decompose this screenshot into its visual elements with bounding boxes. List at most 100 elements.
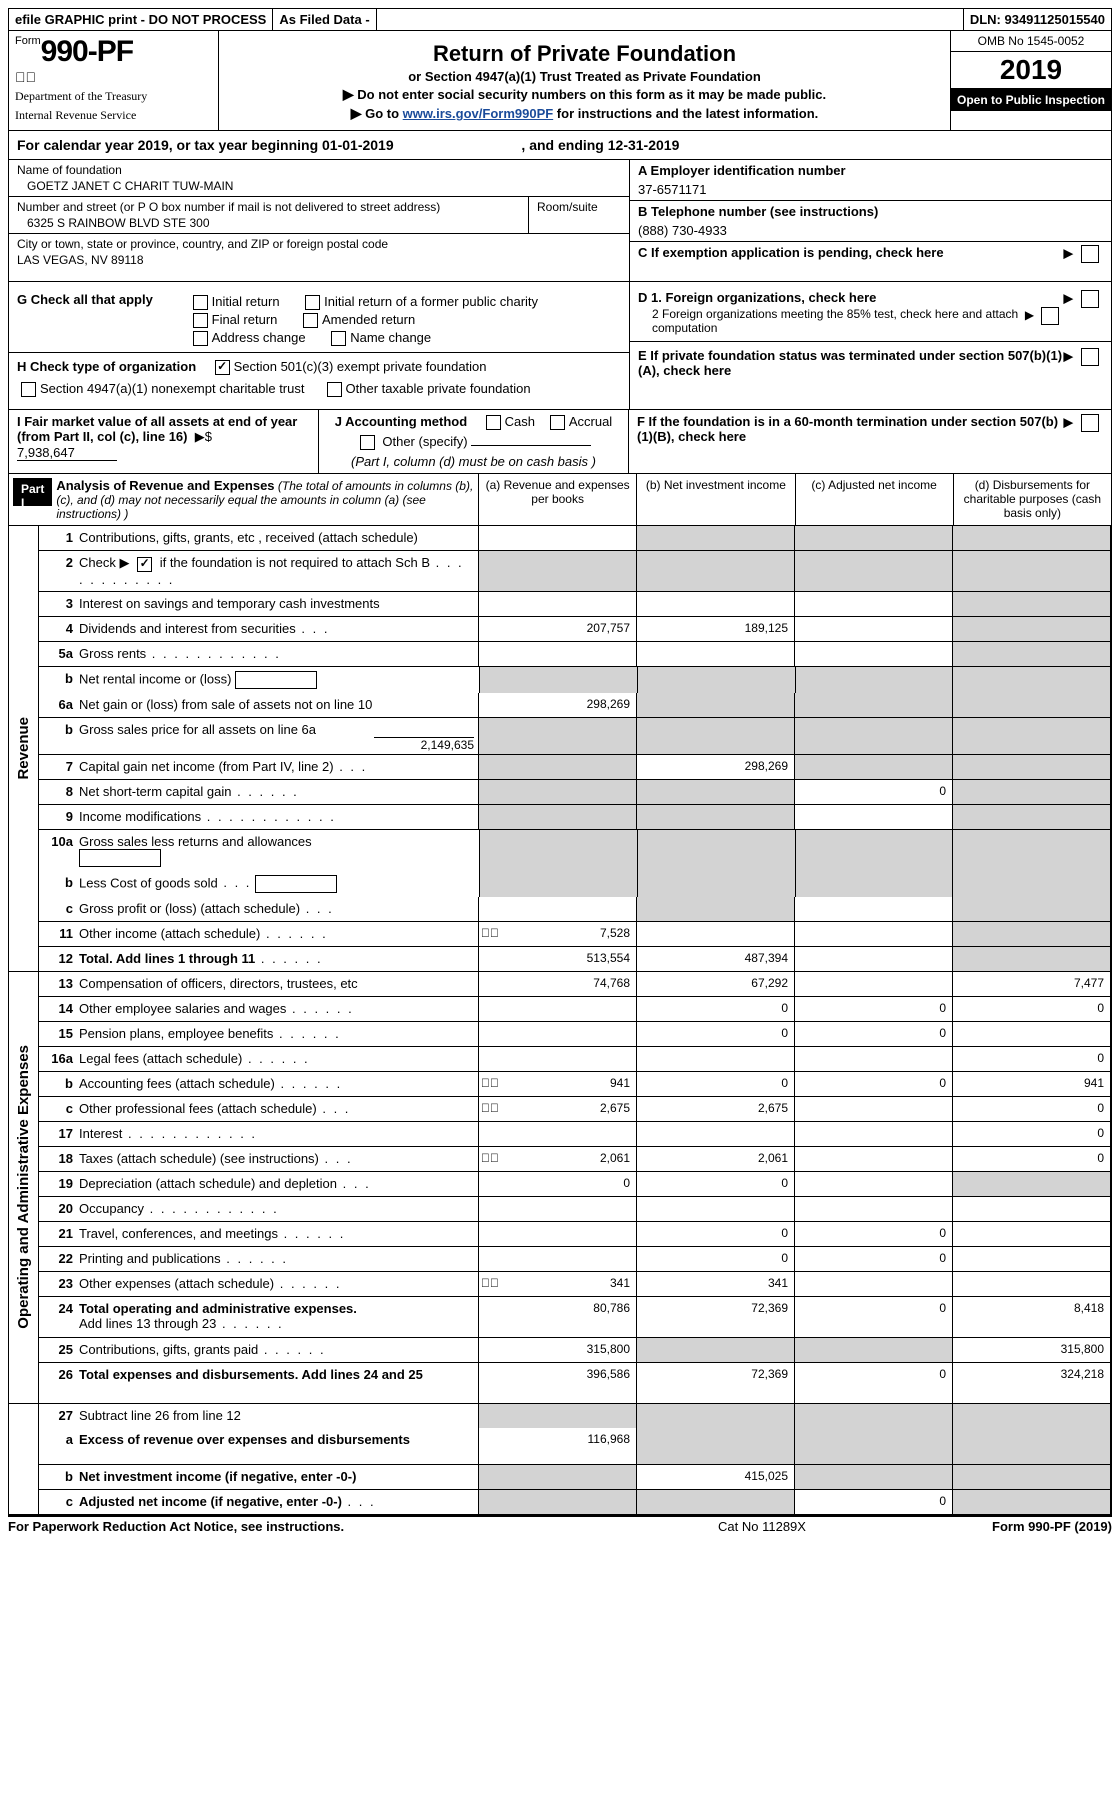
footer-left: For Paperwork Reduction Act Notice, see … [8,1519,612,1534]
efile-notice: efile GRAPHIC print - DO NOT PROCESS [9,9,273,30]
line-27a: Excess of revenue over expenses and disb… [79,1428,479,1464]
line-26: Total expenses and disbursements. Add li… [79,1363,479,1403]
dln: DLN: 93491125015540 [963,9,1111,30]
col-b-head: (b) Net investment income [637,474,795,525]
instr-1: ▶ Do not enter social security numbers o… [225,86,944,103]
line-12: Total. Add lines 1 through 11 [79,947,479,971]
e-label: E If private foundation status was termi… [638,348,1062,378]
ein-label: A Employer identification number [638,163,846,178]
e-checkbox[interactable] [1081,348,1099,366]
f-label: F If the foundation is in a 60-month ter… [637,414,1058,444]
g-amended-return[interactable] [303,313,318,328]
sch-b-checkbox[interactable]: ✓ [137,557,152,572]
exemption-checkbox[interactable] [1081,245,1099,263]
line-23: Other expenses (attach schedule) [79,1272,479,1296]
top-bar: efile GRAPHIC print - DO NOT PROCESS As … [8,8,1112,31]
line-22: Printing and publications [79,1247,479,1271]
line-19: Depreciation (attach schedule) and deple… [79,1172,479,1196]
line-27b: Net investment income (if negative, ente… [79,1465,479,1489]
form-number: 990-PF [41,35,133,68]
attach-icon[interactable]: ✎⃝ [481,1276,499,1290]
j-other[interactable] [360,435,375,450]
part1-tab: Part I [13,478,52,506]
line-25: Contributions, gifts, grants paid [79,1338,479,1362]
line-7: Capital gain net income (from Part IV, l… [79,755,479,779]
revenue-label: Revenue [15,717,32,780]
city-label: City or town, state or province, country… [17,237,621,251]
line-1: Contributions, gifts, grants, etc , rece… [79,526,479,550]
h-4947[interactable] [21,382,36,397]
attach-icon[interactable]: ✎⃝ [481,1076,499,1090]
g-final-return[interactable] [193,313,208,328]
line-27c: Adjusted net income (if negative, enter … [79,1490,479,1514]
h-other-taxable[interactable] [327,382,342,397]
flags-block: G Check all that apply Initial return In… [8,282,1112,410]
line-15: Pension plans, employee benefits [79,1022,479,1046]
g-initial-former[interactable] [305,295,320,310]
line-8: Net short-term capital gain [79,780,479,804]
line-3: Interest on savings and temporary cash i… [79,592,479,616]
exemption-label: C If exemption application is pending, c… [638,245,944,260]
attach-icon[interactable]: ✎⃝ [481,1151,499,1165]
line-16b: Accounting fees (attach schedule) [79,1072,479,1096]
part1-header: Part I Analysis of Revenue and Expenses … [8,474,1112,526]
instructions-link[interactable]: www.irs.gov/Form990PF [403,106,554,121]
g-name-change[interactable] [331,331,346,346]
f-checkbox[interactable] [1081,414,1099,432]
j-note: (Part I, column (d) must be on cash basi… [327,454,620,469]
city-value: LAS VEGAS, NV 89118 [17,253,621,267]
calendar-year: For calendar year 2019, or tax year begi… [8,131,1112,160]
form-title: Return of Private Foundation [225,41,944,67]
omb-number: OMB No 1545-0052 [951,31,1111,52]
phone-value: (888) 730-4933 [638,223,1103,238]
attach-icon[interactable]: ✎⃝ [481,926,499,940]
j-accrual[interactable] [550,415,565,430]
line-9: Income modifications [79,805,479,829]
line-6b: Gross sales price for all assets on line… [79,718,479,754]
line-24: Total operating and administrative expen… [79,1297,479,1337]
g-address-change[interactable] [193,331,208,346]
form-label: Form [15,35,41,47]
g-label: G Check all that apply [17,292,153,307]
open-inspection: Open to Public Inspection [951,89,1111,111]
j-label: J Accounting method [335,414,467,429]
line-4: Dividends and interest from securities [79,617,479,641]
foundation-name: GOETZ JANET C CHARIT TUW-MAIN [17,179,621,193]
j-cash[interactable] [486,415,501,430]
dept-treasury: Department of the Treasury [15,89,212,104]
line-21: Travel, conferences, and meetings [79,1222,479,1246]
col-c-head: (c) Adjusted net income [796,474,954,525]
d1-label: D 1. Foreign organizations, check here [638,290,876,305]
g-initial-return[interactable] [193,295,208,310]
revenue-section: Revenue 1Contributions, gifts, grants, e… [8,526,1112,971]
d2-checkbox[interactable] [1041,307,1059,325]
expenses-section: Operating and Administrative Expenses 13… [8,972,1112,1404]
line-13: Compensation of officers, directors, tru… [79,972,479,996]
h-501c3[interactable]: ✓ [215,360,230,375]
line-14: Other employee salaries and wages [79,997,479,1021]
attach-icon[interactable]: ✎⃝ [481,1101,499,1115]
line-6a: Net gain or (loss) from sale of assets n… [79,693,479,717]
addr-label: Number and street (or P O box number if … [17,200,520,214]
d1-checkbox[interactable] [1081,290,1099,308]
line-5a: Gross rents [79,642,479,666]
fmv-value: 7,938,647 [17,445,117,461]
irs-icon: ✎⃝ [15,69,212,85]
header-mid: Return of Private Foundation or Section … [219,31,951,130]
line-16a: Legal fees (attach schedule) [79,1047,479,1071]
col-a-head: (a) Revenue and expenses per books [479,474,637,525]
d2-label: 2 Foreign organizations meeting the 85% … [652,307,1018,335]
line-20: Occupancy [79,1197,479,1221]
form-header: Form990-PF ✎⃝ Department of the Treasury… [8,31,1112,131]
line-27-section: 27Subtract line 26 from line 12 aExcess … [8,1404,1112,1515]
part1-title: Analysis of Revenue and Expenses [56,478,274,493]
line-18: Taxes (attach schedule) (see instruction… [79,1147,479,1171]
ij-block: I Fair market value of all assets at end… [8,410,1112,474]
info-block: Name of foundation GOETZ JANET C CHARIT … [8,160,1112,282]
ein-value: 37-6571171 [638,182,1103,197]
phone-label: B Telephone number (see instructions) [638,204,878,219]
footer: For Paperwork Reduction Act Notice, see … [8,1515,1112,1534]
line-17: Interest [79,1122,479,1146]
expenses-label: Operating and Administrative Expenses [15,1045,32,1329]
i-label: I Fair market value of all assets at end… [17,414,297,444]
